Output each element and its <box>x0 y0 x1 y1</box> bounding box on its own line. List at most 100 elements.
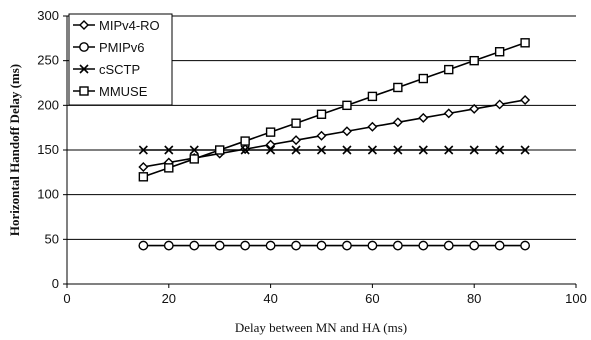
data-point-csctp <box>444 145 454 155</box>
legend-marker <box>79 64 89 74</box>
x-marker-stroke <box>291 145 301 155</box>
square-marker <box>240 136 250 146</box>
square-marker <box>316 109 327 119</box>
data-point-pmipv6 <box>494 240 505 251</box>
legend-item-pmipv6: PMIPv6 <box>73 40 145 55</box>
square-marker <box>469 55 479 66</box>
circle-marker <box>265 240 276 251</box>
legend-marker <box>79 42 89 52</box>
data-point-mmuse <box>189 154 199 164</box>
circle-marker <box>443 240 454 251</box>
data-point-csctp <box>418 145 428 155</box>
diamond-marker <box>291 135 302 146</box>
circle-marker <box>316 240 327 251</box>
x-tick-label: 60 <box>365 291 379 306</box>
circle-marker <box>367 240 378 251</box>
data-point-mmuse <box>469 55 479 66</box>
square-marker <box>291 118 301 128</box>
y-tick-label: 250 <box>37 53 59 68</box>
x-axis-title: Delay between MN and HA (ms) <box>235 320 407 335</box>
data-point-mipv4-ro <box>469 103 480 114</box>
data-point-mipv4-ro <box>392 117 403 128</box>
diamond-marker <box>79 20 89 30</box>
series-pmipv6 <box>138 240 530 251</box>
data-point-mmuse <box>240 136 250 146</box>
data-point-mmuse <box>316 109 327 119</box>
diamond-marker <box>392 117 403 128</box>
data-point-mmuse <box>164 163 174 173</box>
circle-marker <box>392 240 403 251</box>
data-point-pmipv6 <box>163 240 174 251</box>
data-point-csctp <box>520 145 530 155</box>
circle-marker <box>291 240 301 251</box>
circle-marker <box>163 240 174 251</box>
x-marker-stroke <box>189 145 199 155</box>
diamond-marker <box>367 121 378 132</box>
diamond-marker <box>494 99 505 110</box>
x-marker-stroke <box>495 145 505 155</box>
series-mmuse <box>138 38 530 182</box>
legend-label: MIPv4-RO <box>99 18 160 33</box>
square-marker <box>444 64 454 75</box>
legend-label: cSCTP <box>99 62 140 77</box>
data-point-pmipv6 <box>240 240 251 251</box>
data-point-mmuse <box>291 118 301 128</box>
y-tick-label: 150 <box>37 142 59 157</box>
circle-marker <box>214 240 225 251</box>
data-point-mmuse <box>214 145 225 155</box>
data-point-csctp <box>342 145 352 155</box>
circle-marker <box>240 240 251 251</box>
diamond-marker <box>316 130 327 141</box>
data-point-pmipv6 <box>469 240 480 251</box>
circle-marker <box>469 240 480 251</box>
data-point-mipv4-ro <box>443 108 454 119</box>
data-point-csctp <box>266 145 276 155</box>
data-point-pmipv6 <box>367 240 378 251</box>
legend-item-mmuse: MMUSE <box>73 84 148 99</box>
diamond-marker <box>138 161 149 172</box>
data-point-mmuse <box>520 38 530 48</box>
legend-item-mipv4-ro: MIPv4-RO <box>73 18 160 33</box>
series-line-mipv4-ro <box>143 99 526 168</box>
data-point-mmuse <box>367 91 378 102</box>
data-point-pmipv6 <box>291 240 301 251</box>
legend-marker <box>79 20 89 30</box>
square-marker <box>393 82 403 93</box>
x-tick-label: 100 <box>565 291 587 306</box>
square-marker <box>265 127 276 137</box>
legend: MIPv4-RO PMIPv6 cSCTP MMUSE <box>68 13 173 106</box>
data-point-mipv4-ro <box>341 126 352 137</box>
circle-marker <box>189 240 200 251</box>
x-marker-stroke <box>444 145 454 155</box>
circle-marker <box>342 240 352 251</box>
y-tick-labels: 0 50 100 150 200 250 300 <box>37 8 59 291</box>
circle-marker <box>138 240 149 251</box>
y-tick-label: 50 <box>45 231 59 246</box>
x-marker-stroke <box>520 145 530 155</box>
square-marker <box>367 91 378 102</box>
x-marker-stroke <box>342 145 352 155</box>
diamond-marker <box>469 103 480 114</box>
legend-item-csctp: cSCTP <box>73 62 140 77</box>
data-point-mipv4-ro <box>138 161 149 172</box>
data-point-mmuse <box>265 127 276 137</box>
y-tick-label: 0 <box>52 276 59 291</box>
y-tick-label: 200 <box>37 97 59 112</box>
x-marker-stroke <box>79 64 89 74</box>
y-tick-label: 300 <box>37 8 59 23</box>
x-marker-stroke <box>367 145 377 155</box>
data-point-pmipv6 <box>214 240 225 251</box>
square-marker <box>494 47 505 57</box>
data-point-mipv4-ro <box>520 94 531 105</box>
x-marker-stroke <box>316 145 327 155</box>
square-marker <box>418 73 428 84</box>
data-point-csctp <box>189 145 199 155</box>
x-marker-stroke <box>418 145 428 155</box>
data-point-pmipv6 <box>138 240 149 251</box>
x-marker-stroke <box>164 145 174 155</box>
circle-marker <box>520 240 530 251</box>
data-point-csctp <box>367 145 377 155</box>
square-marker <box>214 145 225 155</box>
data-point-csctp <box>291 145 301 155</box>
